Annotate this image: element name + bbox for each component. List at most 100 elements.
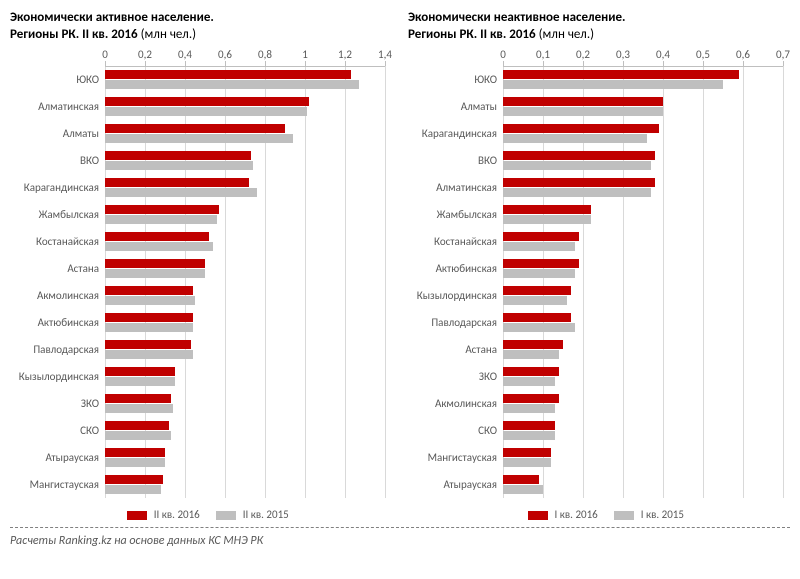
bars-wrap xyxy=(503,174,790,201)
y-category-label: Акмолинская xyxy=(10,289,105,302)
bar-series-b xyxy=(105,161,253,170)
y-category-label: ЗКО xyxy=(10,397,105,410)
x-tick-label: 0,6 xyxy=(218,48,232,61)
bars-wrap xyxy=(105,390,392,417)
bars-wrap xyxy=(503,93,790,120)
bar-series-b xyxy=(105,134,293,143)
bar-series-a xyxy=(105,448,165,457)
chart-row: Костанайская xyxy=(408,228,790,255)
bar-series-b xyxy=(105,107,307,116)
right-legend-b-label: I кв. 2015 xyxy=(641,508,684,521)
legend-swatch-a xyxy=(528,511,548,520)
bar-series-b xyxy=(503,323,575,332)
x-tick-label: 0,2 xyxy=(576,48,590,61)
x-tick-label: 1,4 xyxy=(378,48,392,61)
y-category-label: Астана xyxy=(408,343,503,356)
bar-series-b xyxy=(503,404,555,413)
bar-series-a xyxy=(503,340,563,349)
chart-row: ЗКО xyxy=(408,363,790,390)
bar-series-b xyxy=(105,269,205,278)
right-plot: ЮКОАлматыКарагандинскаяВКОАлматинскаяЖам… xyxy=(408,66,790,498)
bars-wrap xyxy=(503,444,790,471)
charts-container: Экономически активное население. Регионы… xyxy=(0,0,800,527)
y-category-label: Костанайская xyxy=(10,235,105,248)
bar-series-b xyxy=(105,377,175,386)
bars-wrap xyxy=(503,147,790,174)
bar-series-a xyxy=(503,70,739,79)
bars-wrap xyxy=(503,282,790,309)
bar-series-b xyxy=(503,431,555,440)
left-title-units: (млн чел.) xyxy=(141,27,196,42)
chart-row: ЗКО xyxy=(10,390,392,417)
y-category-label: Карагандинская xyxy=(408,127,503,140)
chart-row: ЮКО xyxy=(408,66,790,93)
bars-wrap xyxy=(503,120,790,147)
bar-series-b xyxy=(503,242,575,251)
y-category-label: Карагандинская xyxy=(10,181,105,194)
y-category-label: ВКО xyxy=(408,154,503,167)
left-title-line2: Регионы РК. II кв. 2016 xyxy=(10,27,138,42)
bars-wrap xyxy=(105,309,392,336)
x-tick-label: 1 xyxy=(302,48,308,61)
x-tick-label: 0,4 xyxy=(656,48,670,61)
chart-row: Мангистауская xyxy=(10,471,392,498)
bar-series-a xyxy=(503,205,591,214)
bar-series-a xyxy=(503,286,571,295)
chart-row: ВКО xyxy=(408,147,790,174)
bar-series-a xyxy=(105,286,193,295)
right-chart-panel: Экономически неактивное население. Регио… xyxy=(400,10,790,527)
bars-wrap xyxy=(503,390,790,417)
y-category-label: Атырауская xyxy=(10,451,105,464)
bars-wrap xyxy=(503,255,790,282)
legend-swatch-b xyxy=(614,511,634,520)
chart-row: Алматы xyxy=(408,93,790,120)
y-category-label: ВКО xyxy=(10,154,105,167)
bar-series-a xyxy=(503,151,655,160)
chart-row: СКО xyxy=(10,417,392,444)
x-tick-label: 0,1 xyxy=(536,48,550,61)
y-category-label: Жамбылская xyxy=(408,208,503,221)
left-legend-b-label: II кв. 2015 xyxy=(243,508,289,521)
y-category-label: Астана xyxy=(10,262,105,275)
x-tick-label: 0,4 xyxy=(178,48,192,61)
left-chart-area: 00,20,40,60,811,21,4 ЮКОАлматинскаяАлмат… xyxy=(10,48,392,498)
bars-wrap xyxy=(105,93,392,120)
right-legend: I кв. 2016 I кв. 2015 xyxy=(408,498,790,527)
bar-series-a xyxy=(503,124,659,133)
bar-series-a xyxy=(105,124,285,133)
bars-wrap xyxy=(105,147,392,174)
bar-series-b xyxy=(503,350,559,359)
chart-row: Акмолинская xyxy=(10,282,392,309)
bars-wrap xyxy=(105,66,392,93)
x-tick-label: 0 xyxy=(102,48,108,61)
bars-wrap xyxy=(503,336,790,363)
right-x-axis: 00,10,20,30,40,50,60,7 xyxy=(503,48,783,66)
chart-row: Карагандинская xyxy=(408,120,790,147)
y-category-label: Жамбылская xyxy=(10,208,105,221)
y-category-label: Акмолинская xyxy=(408,397,503,410)
bar-series-b xyxy=(105,458,165,467)
bar-series-a xyxy=(503,232,579,241)
left-chart-title: Экономически активное население. Регионы… xyxy=(10,10,392,44)
left-plot: ЮКОАлматинскаяАлматыВКОКарагандинскаяЖам… xyxy=(10,66,392,498)
bar-series-a xyxy=(105,394,171,403)
chart-row: СКО xyxy=(408,417,790,444)
bars-wrap xyxy=(105,120,392,147)
bar-series-a xyxy=(105,232,209,241)
bar-series-b xyxy=(503,107,663,116)
bars-wrap xyxy=(503,228,790,255)
bar-series-a xyxy=(105,259,205,268)
bars-wrap xyxy=(105,174,392,201)
chart-row: Акмолинская xyxy=(408,390,790,417)
bar-series-a xyxy=(503,367,559,376)
bar-series-a xyxy=(503,178,655,187)
x-tick-label: 0,6 xyxy=(736,48,750,61)
bars-wrap xyxy=(503,201,790,228)
bars-wrap xyxy=(105,336,392,363)
bar-series-b xyxy=(503,269,575,278)
bar-series-b xyxy=(503,458,551,467)
chart-row: Актюбинская xyxy=(10,309,392,336)
bar-series-b xyxy=(503,80,723,89)
bar-series-b xyxy=(105,242,213,251)
y-category-label: Алматы xyxy=(408,100,503,113)
